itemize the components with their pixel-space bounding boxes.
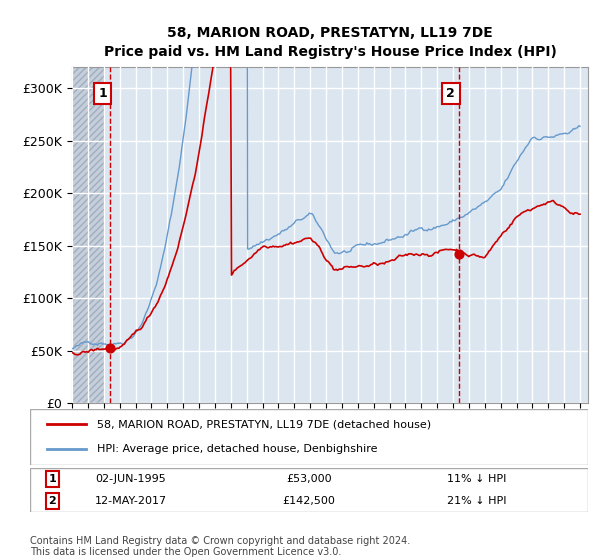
FancyBboxPatch shape <box>30 468 588 512</box>
Text: 1: 1 <box>49 474 56 484</box>
Title: 58, MARION ROAD, PRESTATYN, LL19 7DE
Price paid vs. HM Land Registry's House Pri: 58, MARION ROAD, PRESTATYN, LL19 7DE Pri… <box>104 26 556 59</box>
Text: 1: 1 <box>98 87 107 100</box>
Text: HPI: Average price, detached house, Denbighshire: HPI: Average price, detached house, Denb… <box>97 444 377 454</box>
Text: 02-JUN-1995: 02-JUN-1995 <box>95 474 166 484</box>
Bar <box>72 67 104 403</box>
Text: 12-MAY-2017: 12-MAY-2017 <box>94 496 167 506</box>
Text: £53,000: £53,000 <box>286 474 332 484</box>
Bar <box>72 67 104 403</box>
Text: 58, MARION ROAD, PRESTATYN, LL19 7DE (detached house): 58, MARION ROAD, PRESTATYN, LL19 7DE (de… <box>97 419 431 430</box>
FancyBboxPatch shape <box>30 409 588 465</box>
Text: 2: 2 <box>49 496 56 506</box>
Point <box>106 343 115 352</box>
Point <box>454 249 464 258</box>
Text: 2: 2 <box>446 87 455 100</box>
Text: £142,500: £142,500 <box>283 496 335 506</box>
Text: Contains HM Land Registry data © Crown copyright and database right 2024.
This d: Contains HM Land Registry data © Crown c… <box>30 535 410 557</box>
Text: 21% ↓ HPI: 21% ↓ HPI <box>446 496 506 506</box>
Text: 11% ↓ HPI: 11% ↓ HPI <box>447 474 506 484</box>
